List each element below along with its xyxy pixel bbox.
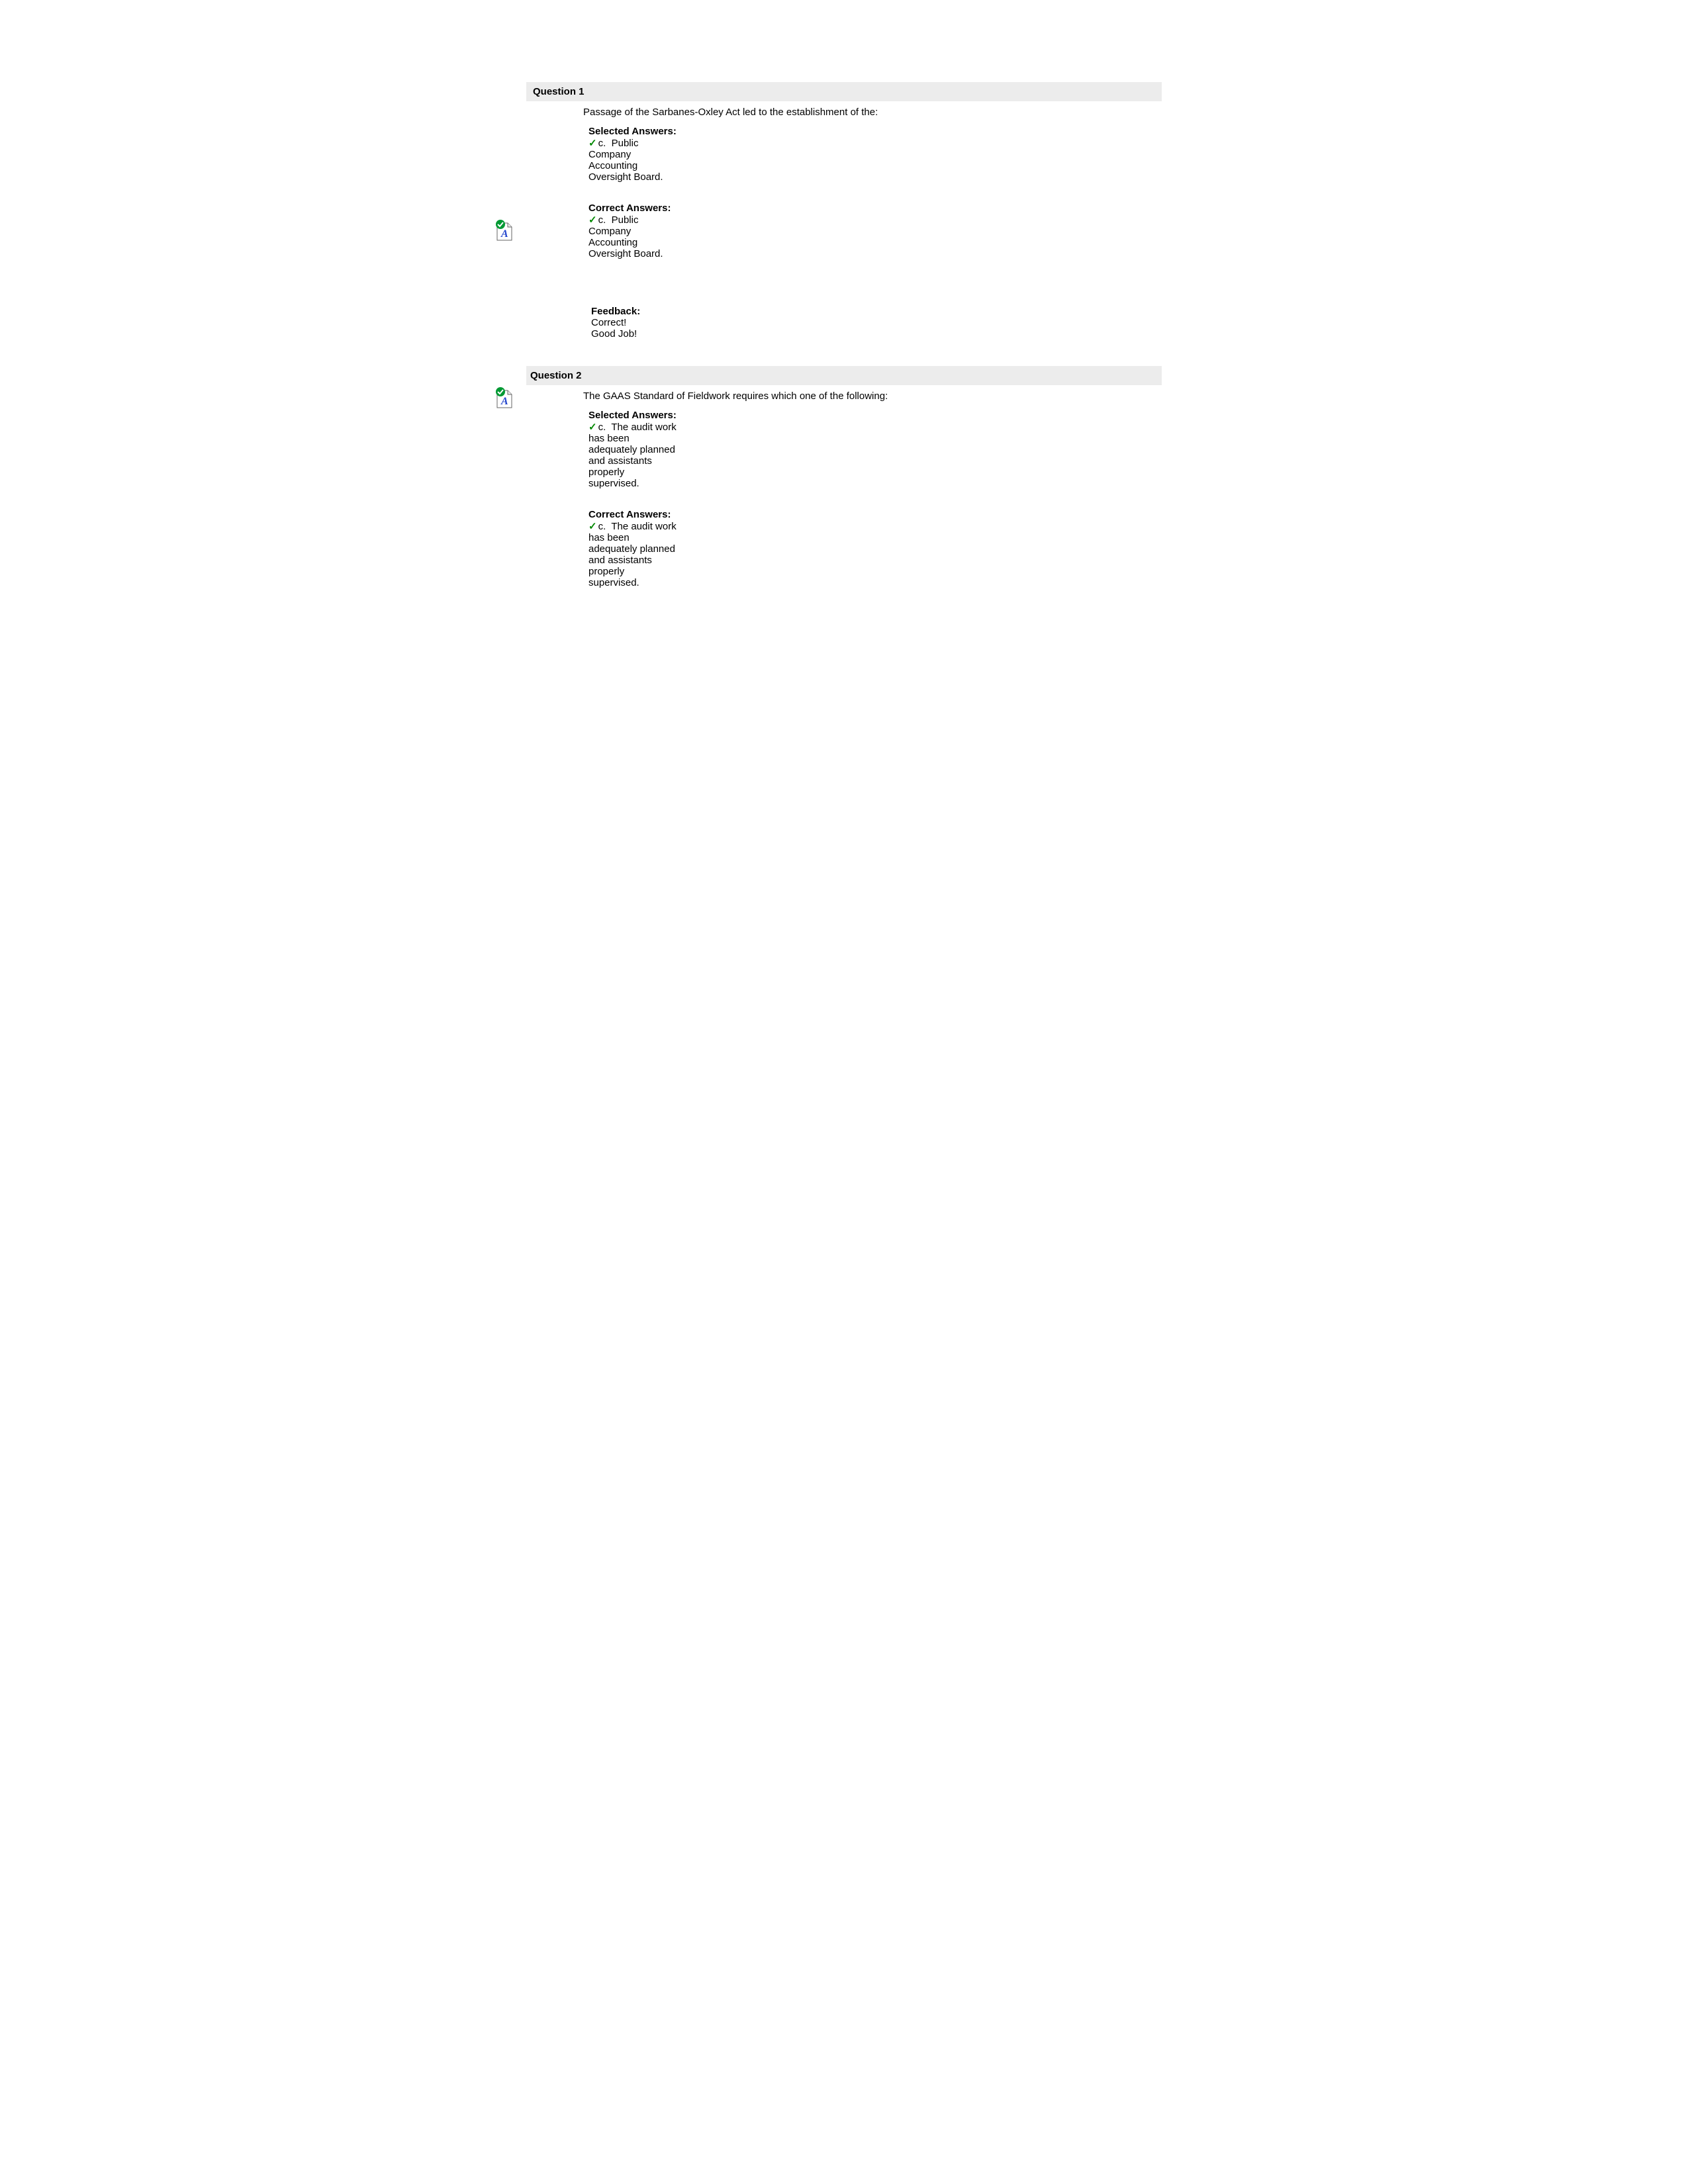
question-header: Question 1 (526, 82, 1162, 101)
feedback-label: Feedback: (591, 306, 1162, 317)
question-prompt: Passage of the Sarbanes-Oxley Act led to… (583, 107, 1162, 118)
checkmark-icon: ✓ (588, 137, 597, 149)
question-header: Question 2 (526, 366, 1162, 385)
answer-prefix: c. (598, 138, 606, 149)
correct-answers-label: Correct Answers: (588, 203, 681, 214)
checkmark-icon: ✓ (588, 214, 597, 226)
document-correct-icon: A (494, 219, 516, 242)
correct-answer: ✓c. The audit work has been adequately p… (588, 520, 678, 588)
checkmark-icon: ✓ (588, 421, 597, 433)
svg-text:A: A (500, 228, 508, 240)
page-content: Question 1 Passage of the Sarbanes-Oxley… (526, 0, 1162, 741)
question-number: Question 2 (530, 370, 583, 381)
selected-answers-label: Selected Answers: (588, 126, 681, 137)
question-prompt: The GAAS Standard of Fieldwork requires … (583, 390, 1162, 402)
correct-answers-block: Correct Answers: ✓c. Public Company Acco… (588, 203, 681, 259)
selected-answers-block: Selected Answers: ✓c. The audit work has… (588, 410, 678, 489)
selected-answer: ✓c. The audit work has been adequately p… (588, 421, 678, 489)
question-body: A The GAAS Standard of Fieldwork require… (526, 385, 1162, 588)
selected-answer: ✓c. Public Company Accounting Oversight … (588, 137, 681, 183)
answer-prefix: c. (598, 521, 606, 532)
question-number: Question 1 (533, 86, 585, 97)
document-correct-icon: A (494, 387, 516, 409)
checkmark-icon: ✓ (588, 520, 597, 532)
svg-text:A: A (500, 396, 508, 407)
selected-answers-label: Selected Answers: (588, 410, 678, 421)
answer-prefix: c. (598, 422, 606, 433)
feedback-text: Good Job! (591, 328, 1162, 340)
answer-prefix: c. (598, 214, 606, 226)
feedback-block: Feedback: Correct! Good Job! (591, 306, 1162, 340)
feedback-text: Correct! (591, 317, 1162, 328)
selected-answers-block: Selected Answers: ✓c. Public Company Acc… (588, 126, 681, 183)
correct-answers-block: Correct Answers: ✓c. The audit work has … (588, 509, 678, 588)
question-body: Passage of the Sarbanes-Oxley Act led to… (526, 101, 1162, 340)
correct-answer: ✓c. Public Company Accounting Oversight … (588, 214, 681, 259)
correct-answers-label: Correct Answers: (588, 509, 678, 520)
